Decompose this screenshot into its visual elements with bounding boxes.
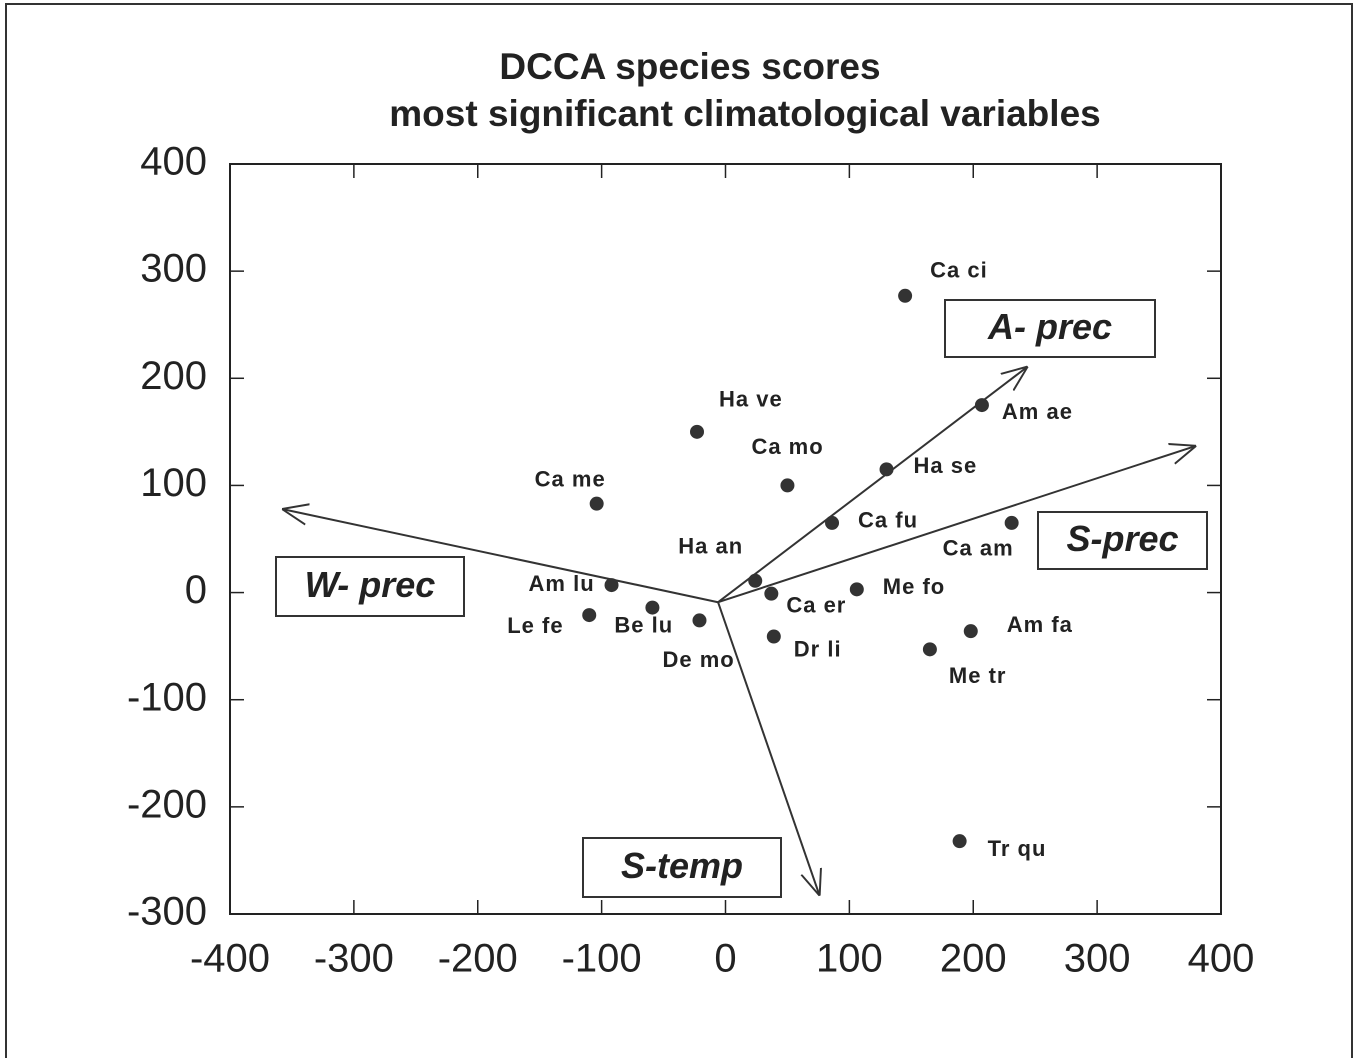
y-tick-label: 100 <box>140 461 207 505</box>
point <box>582 608 597 623</box>
arrow-label-box <box>275 556 465 617</box>
y-tick-label: 0 <box>185 568 207 612</box>
point <box>766 629 781 644</box>
page-frame <box>5 3 1353 1058</box>
point-label: Ca me <box>535 466 606 491</box>
point-label: Me tr <box>949 663 1007 688</box>
point-label: Ca fu <box>858 508 918 533</box>
biplot-arrow <box>717 601 820 896</box>
chart-title: DCCA species scores <box>499 46 880 87</box>
y-tick-label: 200 <box>140 354 207 398</box>
point <box>952 834 967 849</box>
biplot-arrow <box>717 446 1196 604</box>
point <box>898 288 913 303</box>
arrow-label: S-temp <box>621 845 743 886</box>
point <box>692 613 707 628</box>
point <box>849 582 864 597</box>
point-label: Ha an <box>678 534 743 559</box>
y-tick-label: 300 <box>140 247 207 291</box>
point-label: Am fa <box>1007 612 1073 637</box>
point <box>690 424 705 439</box>
x-tick-label: 300 <box>1064 937 1131 981</box>
point-label: Le fe <box>507 613 563 638</box>
x-tick-label: 0 <box>714 937 736 981</box>
x-tick-label: 100 <box>816 937 883 981</box>
point-label: De mo <box>662 647 734 672</box>
point-label: Tr qu <box>988 836 1047 861</box>
point <box>974 398 989 413</box>
x-tick-label: -300 <box>314 937 394 981</box>
x-tick-label: -400 <box>190 937 270 981</box>
point-label: Dr li <box>794 636 842 661</box>
arrow-label: S-prec <box>1066 518 1178 559</box>
point-label: Ca ci <box>930 258 988 283</box>
y-tick-label: -200 <box>127 782 207 826</box>
point-label: Ha se <box>914 453 978 478</box>
point <box>645 600 660 615</box>
point-label: Am ae <box>1002 399 1073 424</box>
y-tick-label: -300 <box>127 890 207 934</box>
point-label: Ca er <box>786 592 846 617</box>
biplot-arrow <box>282 509 719 604</box>
x-tick-label: 200 <box>940 937 1007 981</box>
point <box>1004 515 1019 530</box>
y-tick-label: -100 <box>127 675 207 719</box>
arrow-label-box <box>1037 511 1208 570</box>
point <box>922 642 937 657</box>
arrow-label: W- prec <box>305 564 436 605</box>
arrow-label-box <box>582 837 782 898</box>
point <box>825 515 840 530</box>
point <box>963 624 978 639</box>
arrow-label: A- prec <box>987 306 1112 347</box>
x-tick-label: -200 <box>438 937 518 981</box>
point-label: Am lu <box>529 571 595 596</box>
point-label: Be lu <box>614 612 673 637</box>
point-label: Me fo <box>883 574 945 599</box>
point <box>589 496 604 511</box>
point-label: Ca am <box>943 536 1014 561</box>
point-label: Ca mo <box>751 434 823 459</box>
point <box>780 478 795 493</box>
y-tick-label: 400 <box>140 140 207 184</box>
point <box>748 573 763 588</box>
point <box>764 586 779 601</box>
point <box>879 462 894 477</box>
chart-subtitle: most significant climatological variable… <box>389 93 1100 134</box>
point-label: Ha ve <box>719 387 783 412</box>
x-tick-label: -100 <box>562 937 642 981</box>
point <box>604 578 619 593</box>
arrow-label-box <box>944 299 1156 358</box>
x-tick-label: 400 <box>1188 937 1255 981</box>
